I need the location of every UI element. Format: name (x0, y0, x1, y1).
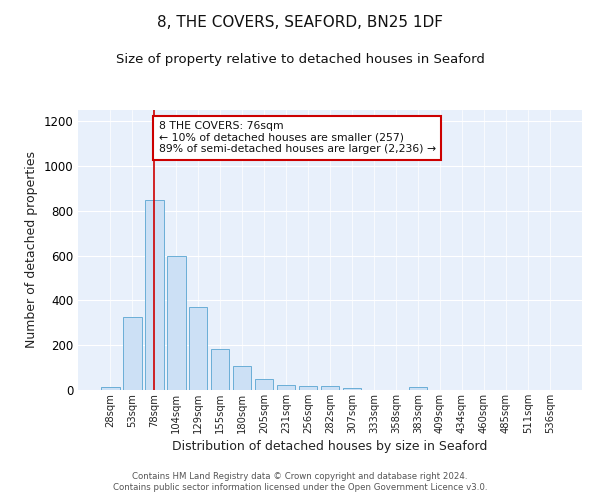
X-axis label: Distribution of detached houses by size in Seaford: Distribution of detached houses by size … (172, 440, 488, 453)
Bar (211, 348, 229, 390)
Y-axis label: Number of detached properties: Number of detached properties (25, 152, 38, 348)
Bar (145, 200, 164, 390)
Bar (343, 388, 361, 390)
Text: 8, THE COVERS, SEAFORD, BN25 1DF: 8, THE COVERS, SEAFORD, BN25 1DF (157, 15, 443, 30)
Bar (101, 386, 119, 390)
Text: 8 THE COVERS: 76sqm
← 10% of detached houses are smaller (257)
89% of semi-detac: 8 THE COVERS: 76sqm ← 10% of detached ho… (158, 121, 436, 154)
Bar (409, 388, 427, 390)
Bar (277, 385, 295, 390)
Bar (299, 386, 317, 390)
Text: Contains HM Land Registry data © Crown copyright and database right 2024.
Contai: Contains HM Land Registry data © Crown c… (113, 472, 487, 492)
Bar (320, 386, 340, 390)
Bar (189, 307, 208, 390)
Text: Size of property relative to detached houses in Seaford: Size of property relative to detached ho… (116, 52, 484, 66)
Bar (233, 366, 251, 390)
Bar (255, 379, 274, 390)
Bar (123, 317, 142, 390)
Bar (167, 256, 185, 390)
